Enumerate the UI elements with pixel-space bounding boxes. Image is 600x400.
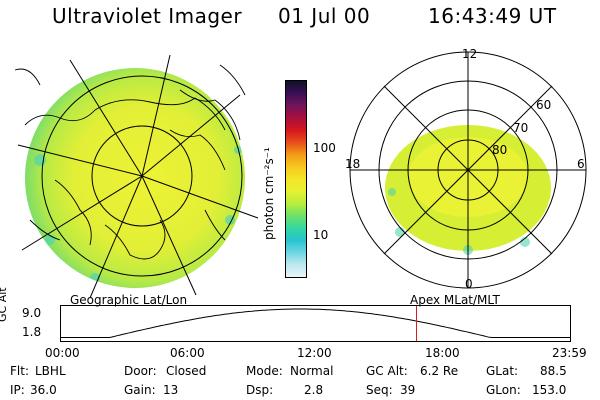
mlt-label-12: 12: [462, 47, 478, 61]
timeline-x-tick-2: 12:00: [297, 346, 332, 360]
gain-label: Gain:: [124, 383, 156, 397]
date-label: 01 Jul 00: [278, 4, 371, 28]
imager-title: Ultraviolet Imager: [52, 4, 243, 28]
time-label: 16:43:49 UT: [428, 4, 557, 28]
gain-value: 13: [163, 383, 179, 397]
mlt-label-18: 18: [345, 157, 361, 171]
mode-value: Normal: [290, 364, 334, 378]
flt-value: LBHL: [35, 364, 66, 378]
glon-label: GLon:: [486, 383, 521, 397]
oval-edge-speckle: [388, 188, 530, 255]
flt-label: Flt:: [10, 364, 29, 378]
timeline-x-tick-4: 23:59: [552, 346, 587, 360]
timeline-y-tick-low: 1.8: [22, 325, 42, 339]
colorbar-unit-label: photon cm⁻²s⁻¹: [262, 147, 276, 240]
mode-label: Mode:: [246, 364, 283, 378]
altitude-curve: [61, 308, 571, 338]
latitude-grid: [41, 75, 243, 277]
seq-value: 39: [400, 383, 416, 397]
mlat-label-70: 70: [513, 121, 529, 135]
timeline-x-tick-1: 06:00: [170, 346, 205, 360]
geographic-label: Geographic Lat/Lon: [70, 293, 188, 307]
glat-label: GLat:: [486, 364, 519, 378]
gcalt-label: GC Alt:: [366, 364, 408, 378]
dsp-value: 2.8: [304, 383, 324, 397]
polar-grid: [349, 51, 587, 289]
mlat-label-80: 80: [492, 143, 508, 157]
coastlines: [14, 64, 246, 260]
ip-value: 36.0: [30, 383, 57, 397]
timeline-x-tick-3: 18:00: [425, 346, 460, 360]
emission-disk: [25, 68, 245, 288]
colorbar: [285, 80, 307, 278]
seq-label: Seq:: [366, 383, 393, 397]
timeline-y-label: GC Alt: [0, 287, 9, 322]
glon-value: 153.0: [532, 383, 567, 397]
gcalt-value: 6.2 Re: [420, 364, 459, 378]
door-label: Door:: [124, 364, 157, 378]
apex-label: Apex MLat/MLT: [410, 293, 500, 307]
mlt-label-6: 6: [577, 157, 585, 171]
polar-plot: [349, 51, 587, 289]
geographic-image: [14, 54, 259, 299]
mlt-label-0: 0: [465, 277, 473, 291]
timeline-y-tick-high: 9.0: [22, 306, 42, 320]
timeline-x-tick-0: 00:00: [45, 346, 80, 360]
longitude-grid: [17, 54, 259, 299]
colorbar-tick-10: 10: [313, 228, 329, 242]
glat-value: 88.5: [540, 364, 567, 378]
mlat-label-60: 60: [536, 98, 552, 112]
dsp-label: Dsp:: [246, 383, 274, 397]
altitude-timeline: [60, 305, 571, 342]
colorbar-tick-100: 100: [313, 141, 336, 155]
ip-label: IP:: [10, 383, 25, 397]
door-value: Closed: [166, 364, 207, 378]
